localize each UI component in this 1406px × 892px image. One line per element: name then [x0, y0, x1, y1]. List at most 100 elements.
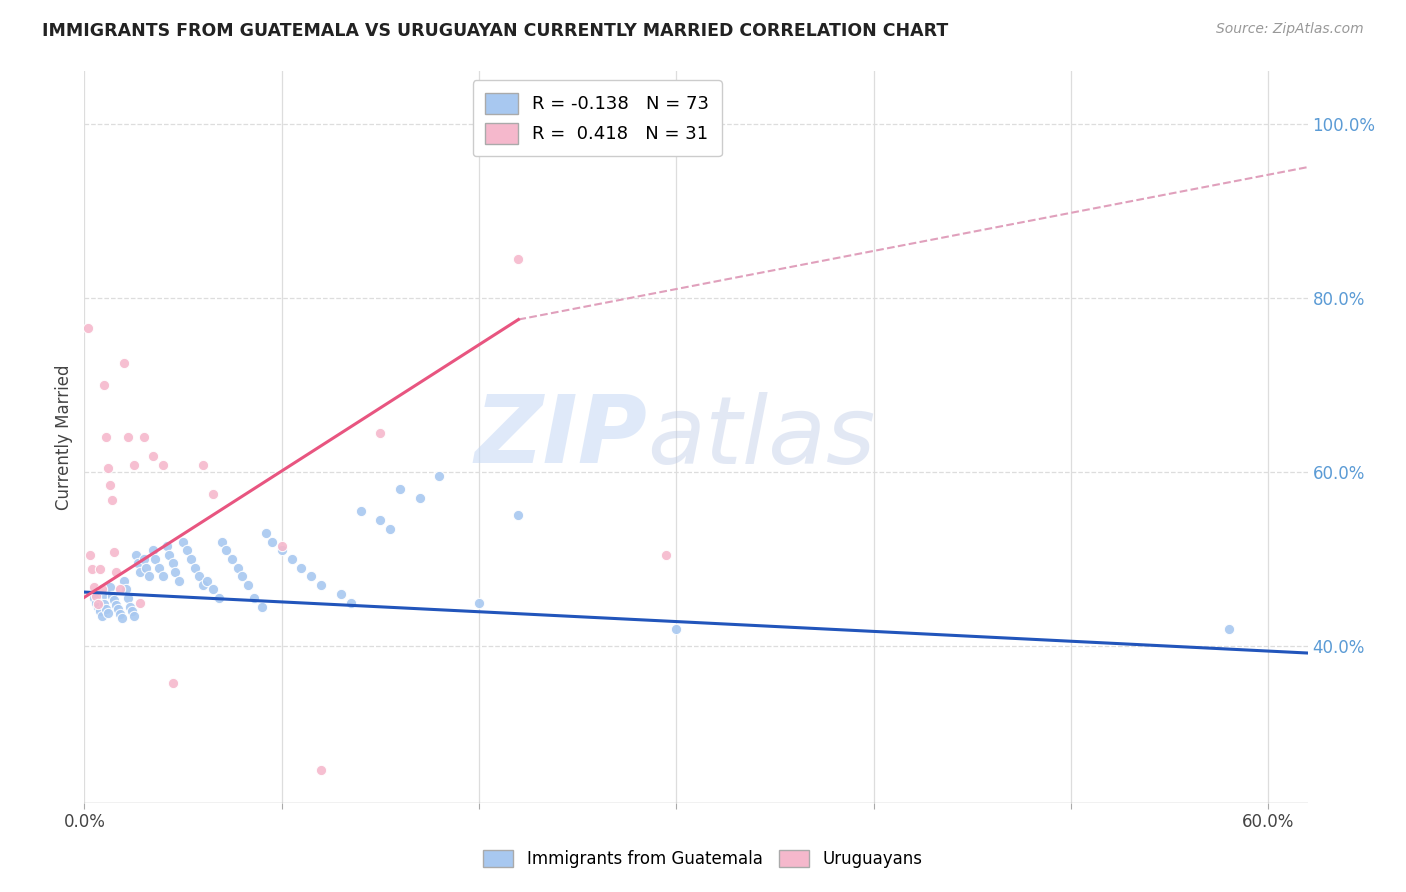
- Point: [83, 580, 105, 594]
- Point: [93, 377, 115, 392]
- Point: [349, 504, 371, 518]
- Point: [172, 534, 194, 549]
- Point: [152, 569, 174, 583]
- Point: [142, 449, 165, 463]
- Point: [101, 589, 124, 603]
- Point: [98, 580, 121, 594]
- Point: [201, 486, 224, 500]
- Point: [148, 560, 170, 574]
- Point: [87, 597, 110, 611]
- Point: [128, 565, 150, 579]
- Point: [339, 595, 361, 609]
- Point: [655, 548, 678, 562]
- Point: [97, 460, 120, 475]
- Point: [290, 560, 312, 574]
- Point: [89, 562, 111, 576]
- Point: [468, 595, 491, 609]
- Point: [162, 675, 184, 690]
- Point: [270, 539, 292, 553]
- Point: [409, 491, 432, 505]
- Point: [167, 574, 190, 588]
- Point: [117, 591, 139, 606]
- Text: ZIP: ZIP: [474, 391, 647, 483]
- Point: [180, 552, 202, 566]
- Point: [309, 763, 332, 777]
- Text: atlas: atlas: [647, 392, 876, 483]
- Point: [84, 595, 107, 609]
- Point: [191, 458, 214, 472]
- Point: [104, 565, 127, 579]
- Point: [309, 578, 332, 592]
- Point: [84, 589, 107, 603]
- Point: [91, 582, 114, 597]
- Point: [124, 548, 146, 562]
- Point: [112, 356, 135, 370]
- Point: [156, 539, 179, 553]
- Point: [270, 543, 292, 558]
- Point: [135, 560, 157, 574]
- Point: [98, 478, 121, 492]
- Point: [380, 521, 402, 535]
- Point: [132, 552, 155, 566]
- Point: [299, 569, 322, 583]
- Point: [142, 543, 165, 558]
- Point: [389, 483, 412, 497]
- Point: [368, 425, 391, 440]
- Point: [191, 578, 214, 592]
- Point: [132, 430, 155, 444]
- Point: [104, 598, 127, 612]
- Point: [83, 591, 105, 606]
- Point: [101, 492, 124, 507]
- Point: [665, 622, 688, 636]
- Point: [94, 430, 117, 444]
- Point: [226, 560, 249, 574]
- Point: [221, 552, 243, 566]
- Point: [211, 534, 233, 549]
- Point: [93, 587, 115, 601]
- Point: [368, 513, 391, 527]
- Point: [94, 601, 117, 615]
- Point: [97, 606, 120, 620]
- Point: [103, 545, 125, 559]
- Point: [87, 599, 110, 614]
- Point: [187, 569, 209, 583]
- Point: [215, 543, 238, 558]
- Point: [114, 582, 136, 597]
- Point: [89, 604, 111, 618]
- Point: [111, 611, 134, 625]
- Point: [108, 607, 131, 621]
- Point: [429, 469, 451, 483]
- Point: [243, 591, 266, 606]
- Point: [508, 508, 530, 523]
- Point: [122, 458, 145, 472]
- Point: [107, 602, 129, 616]
- Point: [112, 574, 135, 588]
- Point: [138, 569, 160, 583]
- Point: [77, 321, 100, 335]
- Point: [184, 560, 207, 574]
- Point: [157, 548, 180, 562]
- Point: [118, 599, 141, 614]
- Point: [103, 593, 125, 607]
- Point: [152, 458, 174, 472]
- Point: [122, 608, 145, 623]
- Point: [145, 552, 167, 566]
- Point: [236, 578, 259, 592]
- Point: [127, 557, 149, 571]
- Point: [329, 587, 352, 601]
- Point: [207, 591, 229, 606]
- Point: [195, 574, 218, 588]
- Point: [254, 525, 277, 540]
- Point: [82, 562, 104, 576]
- Point: [260, 534, 283, 549]
- Point: [508, 252, 530, 266]
- Legend: R = -0.138   N = 73, R =  0.418   N = 31: R = -0.138 N = 73, R = 0.418 N = 31: [472, 80, 721, 156]
- Text: IMMIGRANTS FROM GUATEMALA VS URUGUAYAN CURRENTLY MARRIED CORRELATION CHART: IMMIGRANTS FROM GUATEMALA VS URUGUAYAN C…: [42, 22, 949, 40]
- Point: [1218, 622, 1240, 636]
- Text: Source: ZipAtlas.com: Source: ZipAtlas.com: [1216, 22, 1364, 37]
- Point: [128, 595, 150, 609]
- Y-axis label: Currently Married: Currently Married: [55, 364, 73, 510]
- Point: [121, 604, 143, 618]
- Point: [93, 597, 115, 611]
- Point: [79, 548, 101, 562]
